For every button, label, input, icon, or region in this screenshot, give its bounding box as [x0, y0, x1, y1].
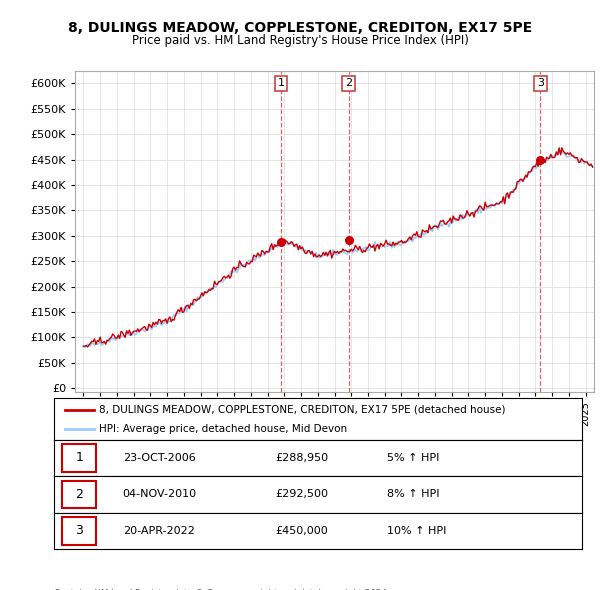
- FancyBboxPatch shape: [62, 480, 96, 509]
- Text: HPI: Average price, detached house, Mid Devon: HPI: Average price, detached house, Mid …: [99, 424, 347, 434]
- Text: Contains HM Land Registry data © Crown copyright and database right 2024.
This d: Contains HM Land Registry data © Crown c…: [54, 589, 389, 590]
- Text: £288,950: £288,950: [276, 453, 329, 463]
- Text: 1: 1: [278, 78, 284, 88]
- Text: 10% ↑ HPI: 10% ↑ HPI: [386, 526, 446, 536]
- Text: £450,000: £450,000: [276, 526, 329, 536]
- Text: £292,500: £292,500: [276, 490, 329, 499]
- Text: 04-NOV-2010: 04-NOV-2010: [122, 490, 197, 499]
- Text: 3: 3: [76, 525, 83, 537]
- Text: Price paid vs. HM Land Registry's House Price Index (HPI): Price paid vs. HM Land Registry's House …: [131, 34, 469, 47]
- Text: 3: 3: [537, 78, 544, 88]
- Text: 8% ↑ HPI: 8% ↑ HPI: [386, 490, 439, 499]
- Text: 5% ↑ HPI: 5% ↑ HPI: [386, 453, 439, 463]
- Text: 23-OCT-2006: 23-OCT-2006: [122, 453, 196, 463]
- Text: 8, DULINGS MEADOW, COPPLESTONE, CREDITON, EX17 5PE: 8, DULINGS MEADOW, COPPLESTONE, CREDITON…: [68, 21, 532, 35]
- Text: 20-APR-2022: 20-APR-2022: [122, 526, 194, 536]
- FancyBboxPatch shape: [62, 444, 96, 472]
- Text: 8, DULINGS MEADOW, COPPLESTONE, CREDITON, EX17 5PE (detached house): 8, DULINGS MEADOW, COPPLESTONE, CREDITON…: [99, 405, 505, 415]
- Text: 1: 1: [76, 451, 83, 464]
- FancyBboxPatch shape: [62, 517, 96, 545]
- Text: 2: 2: [345, 78, 352, 88]
- Text: 2: 2: [76, 488, 83, 501]
